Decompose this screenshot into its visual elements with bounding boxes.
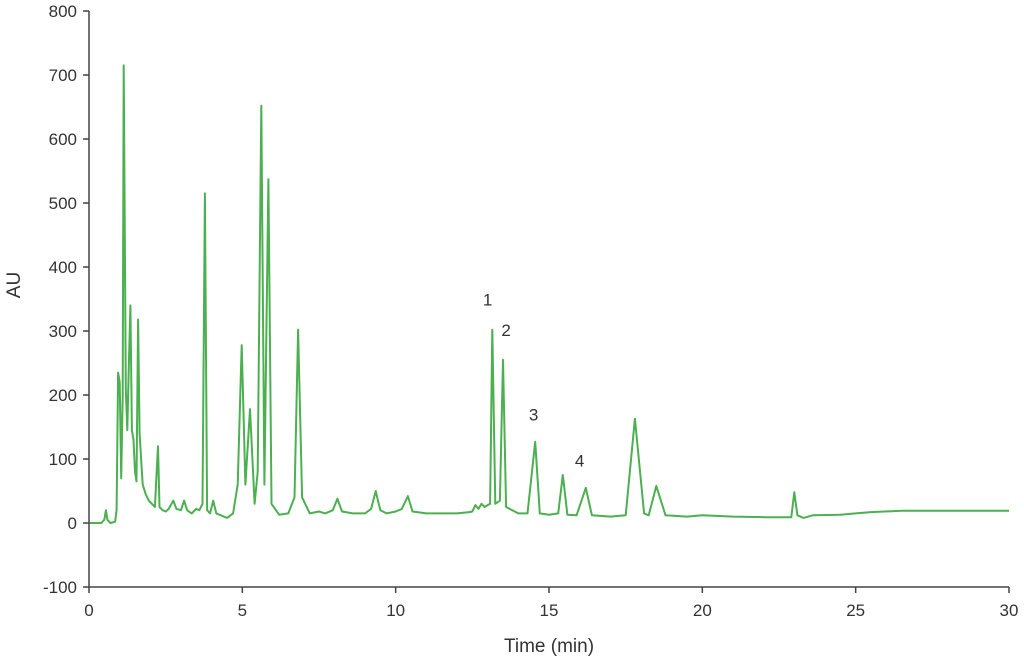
x-tick-label: 15 xyxy=(540,601,559,620)
y-tick-label: 300 xyxy=(49,322,77,341)
y-tick-label: 200 xyxy=(49,386,77,405)
y-tick-label: 700 xyxy=(49,66,77,85)
x-tick-label: 10 xyxy=(386,601,405,620)
chromatogram-line xyxy=(89,64,1009,524)
x-tick-label: 25 xyxy=(846,601,865,620)
peak-label: 1 xyxy=(483,290,492,309)
x-axis-ticks: 0 5 10 15 20 25 30 xyxy=(84,587,1018,620)
y-tick-label: 400 xyxy=(49,258,77,277)
x-tick-label: 5 xyxy=(238,601,247,620)
y-tick-label: 0 xyxy=(68,514,77,533)
y-tick-label: 500 xyxy=(49,194,77,213)
y-axis-title: AU xyxy=(4,272,25,298)
y-tick-label: 100 xyxy=(49,450,77,469)
peak-label: 4 xyxy=(575,452,584,471)
y-tick-label: 600 xyxy=(49,130,77,149)
peak-label: 2 xyxy=(501,321,510,340)
y-tick-label: 800 xyxy=(49,2,77,21)
peak-label: 3 xyxy=(529,406,538,425)
x-tick-label: 20 xyxy=(693,601,712,620)
chromatogram-trace xyxy=(89,64,1009,524)
x-tick-label: 0 xyxy=(84,601,93,620)
y-tick-label: -100 xyxy=(43,578,77,597)
x-tick-label: 30 xyxy=(1000,601,1019,620)
axes: -100 0 100 200 300 400 500 600 700 800 0 5 10 15 20 25… xyxy=(43,2,1018,620)
y-axis-ticks: -100 0 100 200 300 400 500 600 700 800 xyxy=(43,2,89,597)
x-axis-title: Time (min) xyxy=(504,636,594,657)
peak-annotations: 12 3 4 xyxy=(483,290,584,470)
